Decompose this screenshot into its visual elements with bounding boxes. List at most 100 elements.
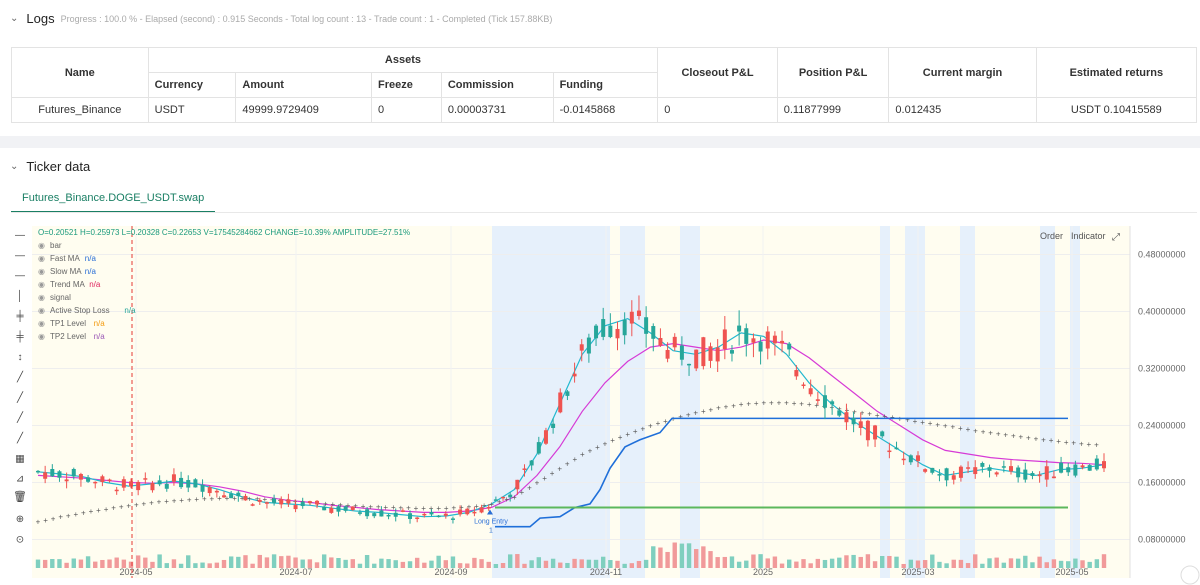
volume-bar [236, 556, 241, 568]
drawing-tool-icon[interactable]: ╪ [15, 309, 24, 323]
order-button[interactable]: Order [1040, 231, 1063, 241]
trend-ma-marker: + [1056, 437, 1061, 446]
cell-position: 0.11877999 [776, 97, 890, 123]
volume-bar [865, 554, 871, 568]
table-row: Futures_Binance USDT 49999.9729409 0 0.0… [11, 97, 1198, 123]
candle-body [594, 325, 599, 339]
volume-bar [973, 554, 978, 568]
candle-body [858, 421, 863, 428]
drawing-tool-icon[interactable]: ╱ [16, 411, 24, 424]
volume-bar [1037, 556, 1042, 568]
indicator-button[interactable]: Indicator [1071, 231, 1106, 241]
drawing-tool-icon[interactable]: — [15, 271, 25, 282]
volume-bar [822, 559, 828, 568]
drawing-tool-icon[interactable]: ╱ [16, 431, 24, 444]
cell-funding: -0.0145868 [552, 97, 659, 123]
drawing-tool-icon[interactable]: ╪ [15, 330, 24, 344]
trend-ma-marker: + [807, 400, 812, 409]
volume-bar [579, 559, 584, 568]
logs-header[interactable]: ⌄ Logs Progress : 100.0 % - Elapsed (sec… [10, 11, 552, 26]
x-tick-label: 2025 [753, 567, 773, 577]
volume-bar [1044, 562, 1049, 568]
chevron-down-icon[interactable]: ⌄ [10, 161, 19, 172]
volume-bar [1101, 554, 1107, 568]
volume-bar [343, 559, 348, 568]
trend-ma-marker: + [814, 401, 819, 410]
volume-bar [908, 559, 914, 568]
volume-bar [157, 554, 162, 568]
eye-icon[interactable]: ◉ [38, 306, 45, 315]
trend-ma-marker: + [966, 425, 971, 434]
volume-bar [171, 559, 177, 568]
candle-body [436, 515, 441, 518]
volume-bar [1073, 558, 1078, 568]
candle-body [751, 338, 756, 343]
drawing-tool-icon[interactable]: ╱ [16, 390, 24, 403]
trend-ma-marker: + [603, 439, 608, 448]
price-chart[interactable]: + + + + + + + + + + + + + + + + + + + + + + + + + + + + + + + + + + + + + + + +… [0, 148, 1200, 585]
volume-bar [765, 558, 770, 568]
drawing-tool-icon[interactable]: ⊿ [16, 474, 24, 485]
trend-ma-marker: + [89, 507, 94, 516]
candle-body [129, 481, 134, 487]
trend-ma-marker: + [210, 494, 215, 503]
candle-body [880, 431, 885, 437]
trend-ma-marker: + [376, 503, 381, 512]
drawing-tool-icon[interactable]: ↕ [18, 352, 23, 363]
drawing-tool-icon[interactable]: ⊕ [16, 514, 24, 525]
candle-body [1051, 476, 1056, 479]
eye-icon[interactable]: ◉ [38, 267, 45, 276]
legend-series-value: n/a [94, 332, 106, 341]
eye-icon[interactable]: ◉ [38, 319, 45, 328]
volume-bar [1087, 561, 1092, 568]
volume-bar [472, 557, 477, 568]
drawing-tool-icon[interactable]: — [15, 230, 25, 241]
volume-bar [880, 556, 885, 568]
indicator-lines: + + + + + + + + + + + + + + + + + + + + + + + + + + + + + + + + + + + + + + + +… [36, 317, 1105, 535]
volume-bar [429, 560, 434, 568]
candle-body [565, 391, 570, 396]
trend-ma-marker: + [406, 504, 411, 513]
candle-body [515, 479, 520, 490]
candle-body [36, 470, 40, 473]
volume-bar [772, 556, 778, 568]
candle-body [186, 480, 191, 488]
drawing-tool-icon[interactable]: — [15, 250, 25, 261]
trend-ma-marker: + [368, 502, 373, 511]
volume-bar [586, 559, 592, 568]
candle-body [1094, 458, 1099, 470]
drawing-tool-icon[interactable]: │ [17, 289, 23, 303]
drawing-tool-icon[interactable]: ▦ [15, 453, 24, 464]
trend-ma-marker: + [459, 503, 464, 512]
ticker-header[interactable]: ⌄ Ticker data [10, 159, 90, 174]
volume-bar [42, 559, 48, 568]
drawing-tool-icon[interactable]: ⫽ [17, 494, 23, 505]
eye-icon[interactable]: ◉ [38, 254, 45, 263]
chevron-down-icon[interactable]: ⌄ [10, 13, 19, 24]
trend-ma-marker: + [436, 504, 441, 513]
candle-body [1073, 464, 1078, 476]
drawing-tool-icon[interactable]: ╱ [16, 370, 24, 383]
y-tick-label: 0.24000000 [1138, 421, 1186, 431]
volume-bar [121, 559, 127, 568]
trend-ma-marker: + [391, 503, 396, 512]
volume-bar [1051, 559, 1057, 568]
eye-icon[interactable]: ◉ [38, 332, 45, 341]
eye-icon[interactable]: ◉ [38, 280, 45, 289]
eye-icon[interactable]: ◉ [38, 293, 45, 302]
volume-bar [379, 558, 384, 568]
volume-bar [386, 559, 391, 568]
candle-body [1102, 461, 1106, 469]
background-bands [32, 226, 1130, 578]
volume-bar [128, 561, 134, 568]
candle-body [615, 328, 620, 339]
volume-bar [694, 549, 699, 568]
volume-bar [465, 563, 470, 568]
volume-bar [522, 563, 527, 568]
fullscreen-icon[interactable]: ⤢ [1112, 232, 1120, 243]
trash-icon[interactable]: 🗑 [13, 490, 27, 503]
eye-icon[interactable]: ◉ [38, 241, 45, 250]
drawing-tool-icon[interactable]: ⊙ [16, 535, 24, 546]
trend-ma-marker: + [126, 501, 131, 510]
candle-body [164, 483, 169, 489]
